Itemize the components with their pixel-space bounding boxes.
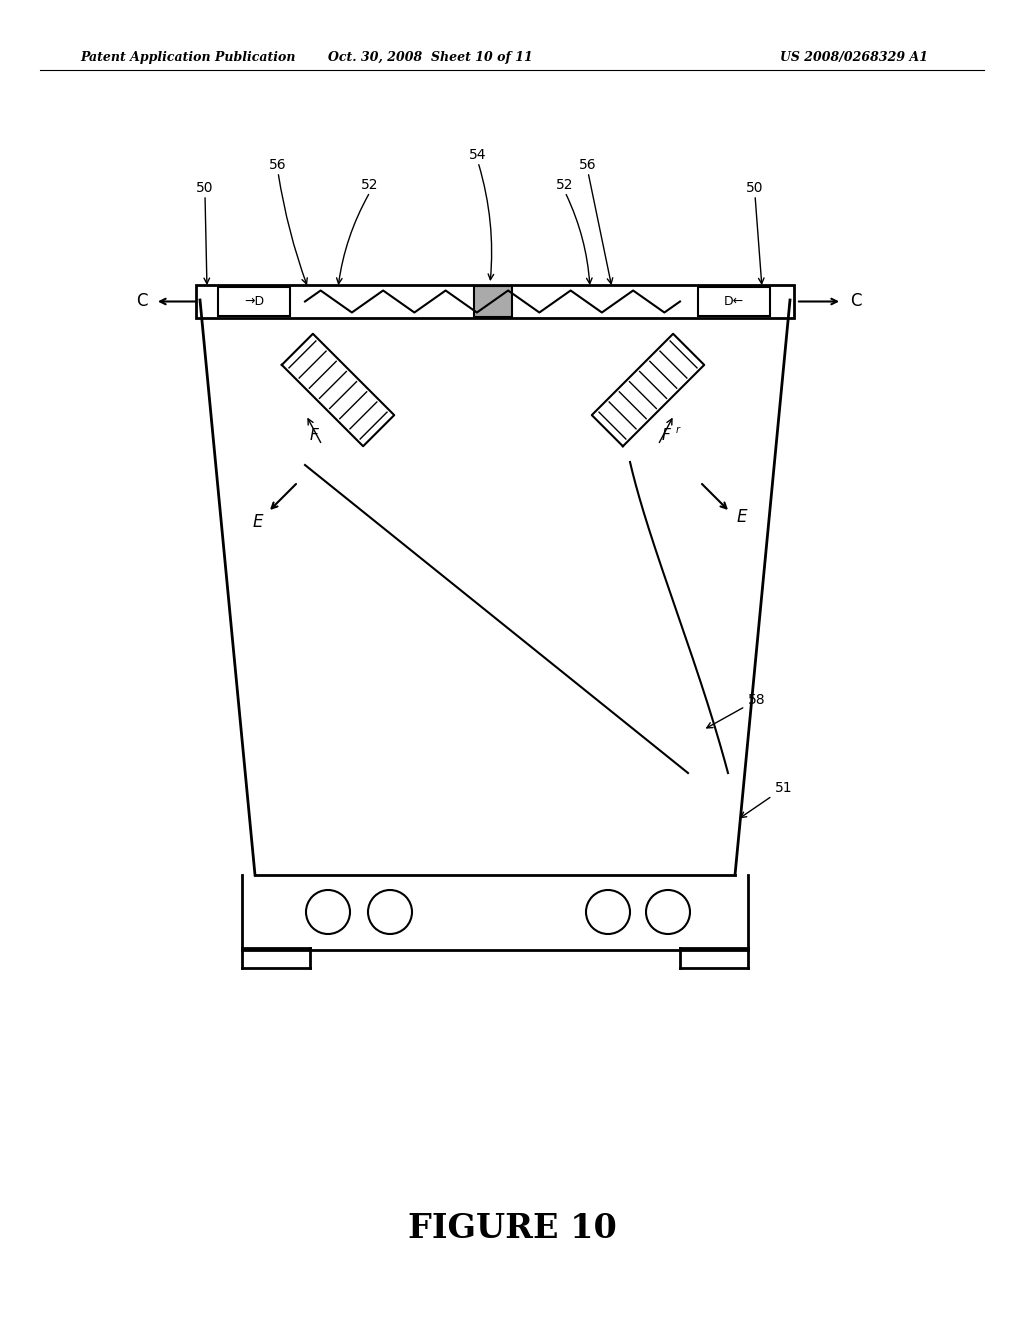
Text: r: r <box>676 425 680 436</box>
Text: E: E <box>736 508 748 525</box>
Text: US 2008/0268329 A1: US 2008/0268329 A1 <box>780 51 928 65</box>
Text: 50: 50 <box>197 181 214 195</box>
Bar <box>474 286 512 317</box>
Text: →D: →D <box>244 294 264 308</box>
Text: 51: 51 <box>740 781 793 817</box>
Text: D←: D← <box>724 294 744 308</box>
Text: 58: 58 <box>707 693 766 727</box>
Text: C: C <box>136 293 148 310</box>
Text: C: C <box>850 293 861 310</box>
Bar <box>196 285 794 318</box>
Text: 52: 52 <box>361 178 379 191</box>
Text: 56: 56 <box>269 158 287 172</box>
Text: 54: 54 <box>469 148 486 162</box>
Text: 50: 50 <box>746 181 764 195</box>
Text: 56: 56 <box>580 158 597 172</box>
Polygon shape <box>282 334 394 446</box>
Text: F: F <box>662 428 671 442</box>
Text: F: F <box>309 428 318 442</box>
Bar <box>698 286 770 315</box>
Text: 52: 52 <box>556 178 573 191</box>
Text: FIGURE 10: FIGURE 10 <box>408 1212 616 1245</box>
Bar <box>218 286 290 315</box>
Text: Patent Application Publication: Patent Application Publication <box>80 51 296 65</box>
Text: Oct. 30, 2008  Sheet 10 of 11: Oct. 30, 2008 Sheet 10 of 11 <box>328 51 532 65</box>
Text: E: E <box>253 513 263 531</box>
Polygon shape <box>592 334 705 446</box>
